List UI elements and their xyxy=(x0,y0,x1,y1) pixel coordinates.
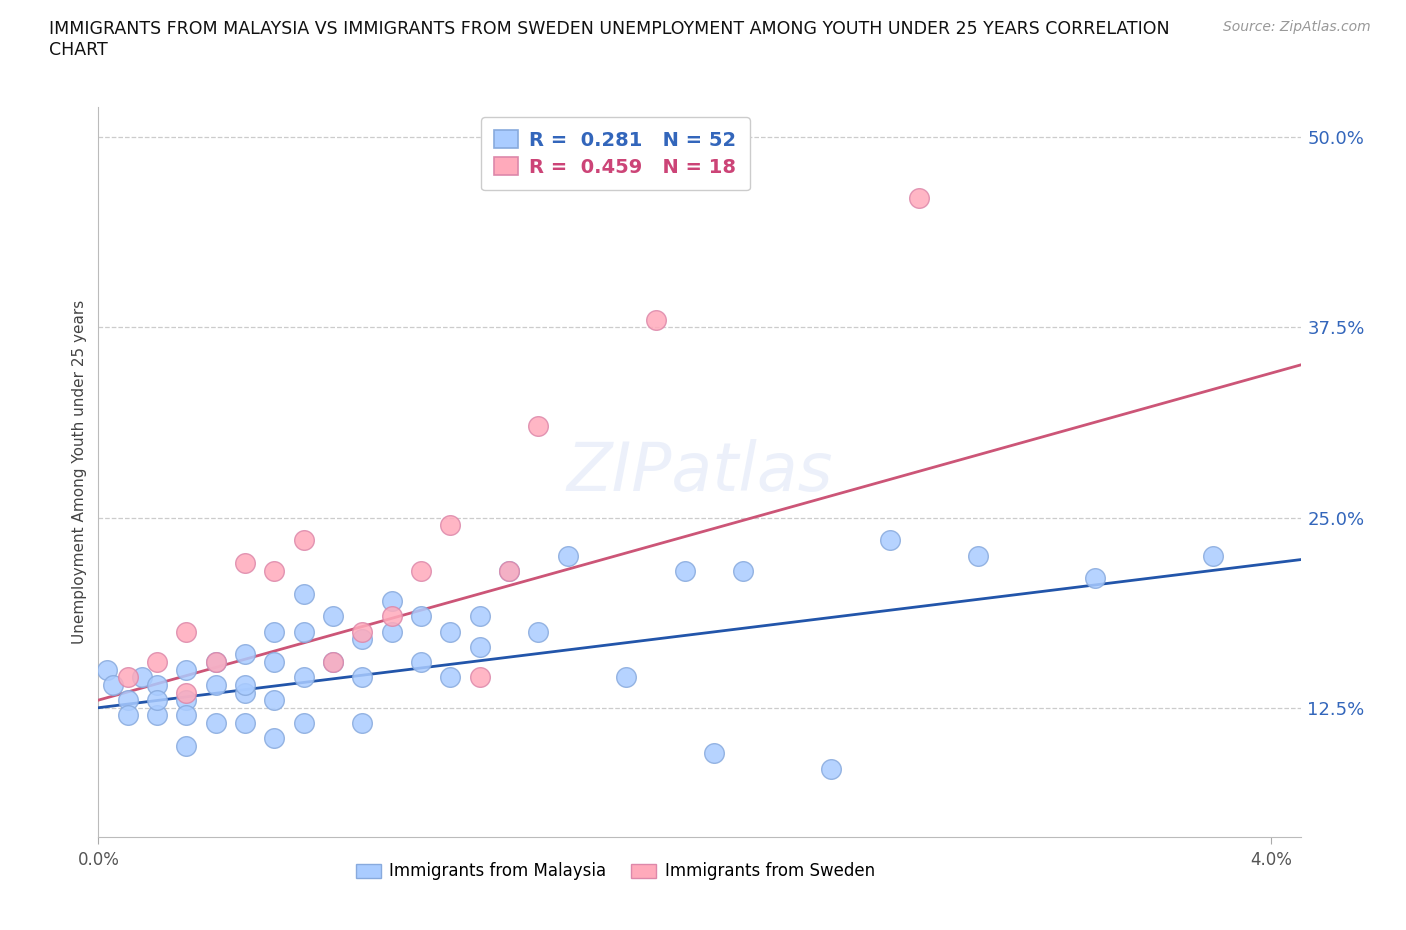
Point xyxy=(352,670,374,684)
Point xyxy=(96,662,118,677)
Point xyxy=(292,586,315,601)
Point xyxy=(233,715,256,730)
Point xyxy=(468,609,491,624)
Point xyxy=(117,670,139,684)
Point xyxy=(1084,571,1107,586)
Point xyxy=(176,708,198,723)
Text: IMMIGRANTS FROM MALAYSIA VS IMMIGRANTS FROM SWEDEN UNEMPLOYMENT AMONG YOUTH UNDE: IMMIGRANTS FROM MALAYSIA VS IMMIGRANTS F… xyxy=(49,20,1170,38)
Point xyxy=(409,564,432,578)
Y-axis label: Unemployment Among Youth under 25 years: Unemployment Among Youth under 25 years xyxy=(72,299,87,644)
Point xyxy=(352,631,374,646)
Point xyxy=(204,655,226,670)
Point xyxy=(644,312,666,327)
Point xyxy=(263,655,285,670)
Point xyxy=(381,609,404,624)
Point xyxy=(322,609,344,624)
Point xyxy=(176,662,198,677)
Point xyxy=(263,731,285,746)
Point xyxy=(557,548,579,563)
Point xyxy=(381,624,404,639)
Point xyxy=(352,715,374,730)
Text: CHART: CHART xyxy=(49,41,108,59)
Point xyxy=(409,609,432,624)
Point xyxy=(527,624,550,639)
Point xyxy=(292,715,315,730)
Point xyxy=(322,655,344,670)
Text: ZIPatlas: ZIPatlas xyxy=(567,439,832,505)
Point xyxy=(263,624,285,639)
Point xyxy=(409,655,432,670)
Point xyxy=(322,655,344,670)
Point xyxy=(381,594,404,609)
Point xyxy=(146,677,169,692)
Point xyxy=(527,418,550,433)
Point xyxy=(352,624,374,639)
Point xyxy=(1201,548,1223,563)
Point xyxy=(233,677,256,692)
Point xyxy=(146,693,169,708)
Point xyxy=(498,564,520,578)
Point xyxy=(233,556,256,571)
Point xyxy=(204,655,226,670)
Point xyxy=(176,693,198,708)
Point xyxy=(439,518,461,533)
Point xyxy=(439,670,461,684)
Point xyxy=(233,685,256,700)
Point xyxy=(117,693,139,708)
Point xyxy=(131,670,153,684)
Point xyxy=(468,640,491,655)
Point xyxy=(498,564,520,578)
Point xyxy=(176,685,198,700)
Point xyxy=(204,677,226,692)
Point xyxy=(176,738,198,753)
Point xyxy=(263,693,285,708)
Point xyxy=(146,655,169,670)
Point xyxy=(233,647,256,662)
Point xyxy=(117,708,139,723)
Point xyxy=(614,670,637,684)
Point xyxy=(176,624,198,639)
Point xyxy=(908,191,931,206)
Point xyxy=(204,715,226,730)
Point xyxy=(879,533,901,548)
Point xyxy=(703,746,725,761)
Point xyxy=(292,533,315,548)
Point xyxy=(733,564,755,578)
Point xyxy=(439,624,461,639)
Point xyxy=(820,761,842,776)
Text: Source: ZipAtlas.com: Source: ZipAtlas.com xyxy=(1223,20,1371,34)
Point xyxy=(292,670,315,684)
Legend: Immigrants from Malaysia, Immigrants from Sweden: Immigrants from Malaysia, Immigrants fro… xyxy=(349,856,882,887)
Point xyxy=(468,670,491,684)
Point xyxy=(673,564,696,578)
Point xyxy=(263,564,285,578)
Point xyxy=(967,548,990,563)
Point xyxy=(146,708,169,723)
Point xyxy=(292,624,315,639)
Point xyxy=(101,677,124,692)
